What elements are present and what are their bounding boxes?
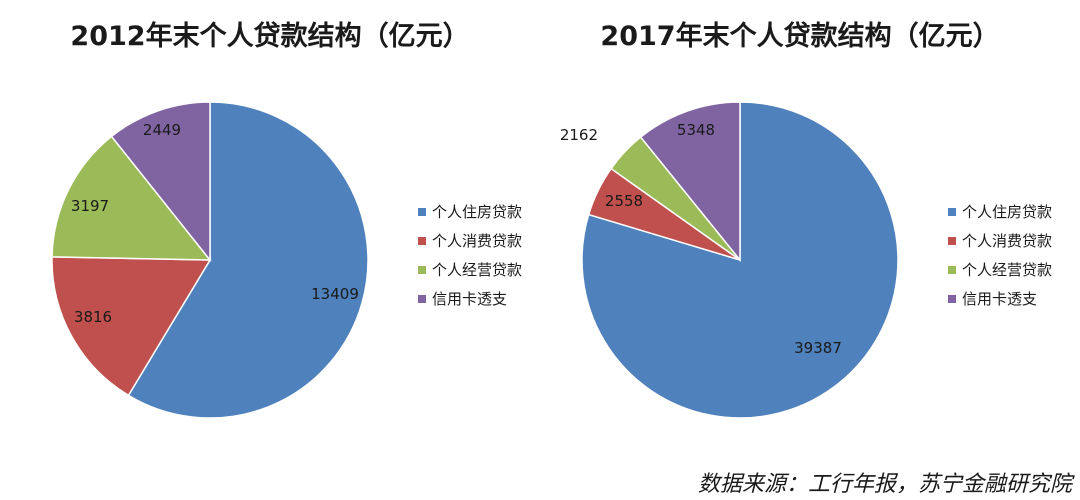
legend-swatch-3 <box>418 266 426 274</box>
legend-label-3: 个人经营贷款 <box>962 261 1052 279</box>
pie-slice-4[interactable] <box>110 101 211 263</box>
data-label-4: 2449 <box>143 121 181 139</box>
data-label-3: 2162 <box>560 126 598 144</box>
data-label-1: 13409 <box>311 285 359 303</box>
legend-label-1: 个人住房贷款 <box>432 203 522 221</box>
pie-slice-3[interactable] <box>51 135 212 261</box>
source-note: 数据来源：工行年报，苏宁金融研究院 <box>697 472 1072 497</box>
pie-slice-2[interactable] <box>51 256 212 397</box>
pie-chart-1: 2012年末个人贷款结构（亿元） 13409 3816 3197 2449 个人住房贷款个… <box>51 20 522 419</box>
data-label-1: 39387 <box>794 339 842 357</box>
legend-swatch-1 <box>948 208 956 216</box>
legend-swatch-3 <box>948 266 956 274</box>
pie-slice-1[interactable] <box>127 101 369 419</box>
legend-label-1: 个人住房贷款 <box>962 203 1052 221</box>
legend-label-3: 个人经营贷款 <box>432 261 522 279</box>
legend-label-4: 信用卡透支 <box>432 290 507 308</box>
legend-swatch-1 <box>418 208 426 216</box>
legend-swatch-2 <box>418 237 426 245</box>
legend-swatch-4 <box>948 295 956 303</box>
legend-label-2: 个人消费贷款 <box>432 232 522 250</box>
legend-swatch-2 <box>948 237 956 245</box>
data-label-3: 3197 <box>71 197 109 215</box>
data-label-4: 5348 <box>677 121 715 139</box>
pie-chart-2: 2017年末个人贷款结构（亿元） 39387 2558 2162 5348 个人住房贷款个… <box>560 20 1052 419</box>
chart-title: 2017年末个人贷款结构（亿元） <box>600 20 999 52</box>
data-label-2: 2558 <box>605 192 643 210</box>
pie-slice-4[interactable] <box>639 101 741 263</box>
legend-label-4: 信用卡透支 <box>962 290 1037 308</box>
legend-label-2: 个人消费贷款 <box>962 232 1052 250</box>
legend-swatch-4 <box>418 295 426 303</box>
data-label-2: 3816 <box>74 308 112 326</box>
chart-title: 2012年末个人贷款结构（亿元） <box>70 20 469 52</box>
